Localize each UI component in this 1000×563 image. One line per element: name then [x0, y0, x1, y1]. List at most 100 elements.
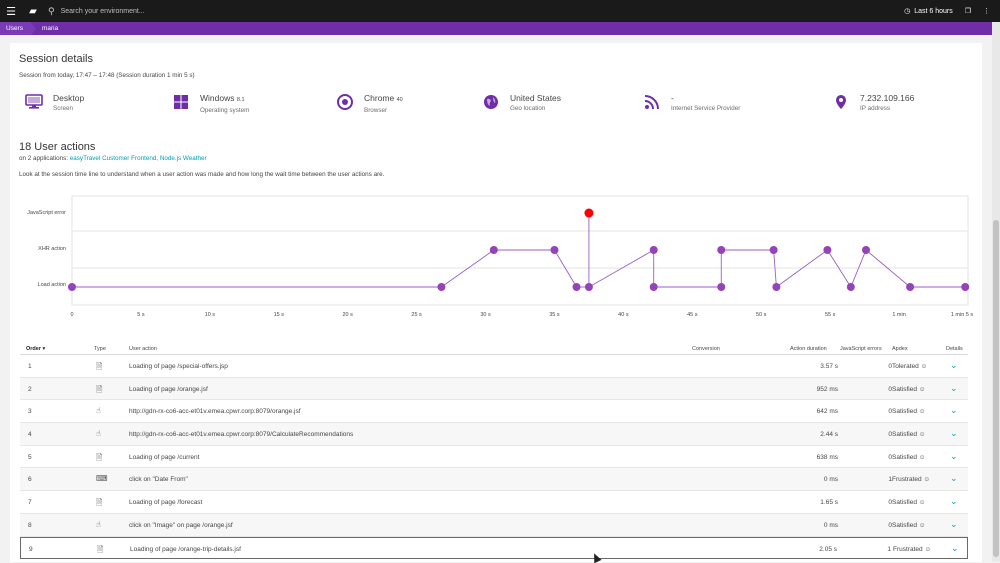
header-action[interactable]: User action	[129, 346, 157, 352]
prop-ip-label: IP address	[860, 105, 890, 112]
table-row[interactable]: 3 ☝ http://gdn-rx-co6-acc-et01v.emea.cpwr.…	[20, 400, 968, 424]
x-tick-label: 30 s	[480, 312, 491, 318]
chevron-down-icon[interactable]: ⌄	[950, 518, 958, 529]
timeline-connector	[441, 249, 495, 288]
search-input[interactable]: Search your environment...	[60, 7, 145, 15]
cell-order: 4	[28, 431, 32, 439]
page-scrollbar[interactable]	[992, 22, 1000, 562]
applications-line: on 2 applications: easyTravel Customer F…	[19, 155, 207, 162]
table-row[interactable]: 4 ☝ http://gdn-rx-co6-acc-et01v.emea.cpwr.…	[20, 423, 968, 446]
prop-ip: 7.232.109.166 IP address	[831, 93, 914, 113]
chevron-down-icon[interactable]: ⌄	[950, 496, 958, 507]
cell-errors: 0	[888, 499, 892, 507]
table-row[interactable]: 6 ⌨ click on "Date From" 0 ms 1 Frustrated ☺ ⌄	[20, 468, 968, 492]
applications-link[interactable]: easyTravel Customer Frontend, Node.js We…	[69, 155, 207, 162]
cell-order: 8	[28, 521, 32, 529]
x-tick-label: 10 s	[205, 312, 216, 318]
cell-action: Loading of page /forecast	[129, 499, 203, 507]
session-properties: Desktop Screen Windows 8.1 Operating sys…	[19, 93, 969, 123]
cell-action: Loading of page /special-offers.jsp	[129, 363, 228, 370]
timeline-action-point	[961, 283, 970, 291]
xhr-icon: ☝	[96, 406, 101, 416]
header-duration[interactable]: Action duration	[790, 346, 827, 352]
page-title: Session details	[19, 53, 93, 65]
cell-order: 5	[28, 453, 32, 461]
cell-order: 3	[28, 408, 32, 416]
plot-frame	[71, 195, 969, 306]
cell-order: 1	[28, 363, 32, 370]
cell-apdex: Frustrated ☺	[892, 476, 931, 484]
prop-ip-value: 7.232.109.166	[860, 93, 915, 103]
x-tick-label: 1 min	[892, 312, 905, 318]
breadcrumb-users[interactable]: Users	[0, 22, 31, 35]
header-order[interactable]: Order ▾	[26, 346, 46, 352]
breadcrumb-user[interactable]: maria	[41, 25, 59, 32]
windows-switch-icon[interactable]: ❐	[964, 8, 971, 15]
breadcrumb-separator	[30, 22, 36, 35]
prop-browser-value: Chrome	[364, 93, 395, 103]
session-subtitle: Session from today, 17:47 – 17:48 (Sessi…	[19, 72, 195, 79]
cell-action: http://gdn-rx-co6-acc-et01v.emea.cpwr.co…	[129, 431, 354, 439]
cell-apdex: Satisfied ☺	[892, 385, 926, 393]
x-tick-label: 55 s	[825, 312, 836, 318]
lane-label-js-error: JavaScript error	[27, 210, 66, 216]
user-actions-title: 18 User actions	[19, 141, 96, 153]
table-row[interactable]: 7 🗎 Loading of page /forecast 1.65 s 0 Satisf…	[20, 491, 968, 514]
chevron-down-icon[interactable]: ⌄	[951, 542, 959, 553]
timeframe-label: Last 6 hours	[914, 7, 953, 15]
prop-geo-label: Geo location	[510, 105, 546, 112]
prop-screen-label: Screen	[53, 105, 73, 112]
cell-action: Loading of page /orange-trip-details.jsf	[130, 545, 241, 553]
cell-duration: 2.05 s	[819, 545, 837, 553]
header-type[interactable]: Type	[94, 346, 106, 352]
header-conversion[interactable]: Conversion	[692, 346, 720, 352]
table-row[interactable]: 5 🗎 Loading of page /current 638 ms 0 Satisfi…	[20, 446, 968, 469]
search-box[interactable]: ⚲ Search your environment...	[48, 6, 145, 17]
table-row[interactable]: 8 ☝ click on "Image" on page /orange.jsf 0 …	[20, 513, 968, 537]
table-row[interactable]: 2 🗎 Loading of page /orange.jsf 952 ms 0 Sati…	[20, 377, 968, 401]
breadcrumb: Users maria	[0, 22, 992, 35]
x-tick-label: 15 s	[274, 312, 285, 318]
cell-action: http://gdn-rx-co6-acc-et01v.emea.cpwr.co…	[129, 408, 301, 416]
lane-label-xhr: XHR action	[38, 246, 66, 252]
user-menu-icon[interactable]: ⋮	[983, 8, 990, 15]
cell-duration: 0 ms	[823, 476, 838, 484]
timeframe-selector[interactable]: ◷ Last 6 hours	[904, 7, 953, 16]
timeline-connector	[850, 249, 867, 288]
x-tick-label: 40 s	[618, 312, 629, 318]
x-tick-label: 0	[70, 312, 73, 318]
chat-icon[interactable]: ▰	[29, 5, 37, 17]
prop-browser-version: 40	[396, 97, 403, 103]
cell-apdex: Satisfied ☺	[892, 408, 926, 416]
timeline-action-point	[769, 246, 778, 254]
cell-errors: 0	[888, 385, 892, 393]
hamburger-menu-icon[interactable]: ☰	[6, 5, 16, 18]
page-icon: 🗎	[97, 544, 104, 554]
prop-geo-value: United States	[510, 93, 562, 103]
top-bar: ☰ ▰ ⚲ Search your environment... ◷ Last …	[0, 0, 1000, 22]
chevron-down-icon[interactable]: ⌄	[950, 405, 958, 416]
timeline-action-point	[846, 283, 855, 291]
cell-duration: 952 ms	[816, 385, 838, 393]
timeline-action-point	[861, 246, 870, 254]
scrollbar-thumb[interactable]	[993, 220, 999, 557]
search-icon: ⚲	[48, 5, 55, 16]
timeline-error-point	[584, 208, 594, 218]
cell-action: Loading of page /current	[129, 453, 200, 461]
chevron-down-icon[interactable]: ⌄	[950, 473, 958, 484]
header-errors[interactable]: JavaScript errors	[840, 346, 882, 352]
header-apdex[interactable]: Apdex	[892, 346, 908, 352]
timeline-action-point	[717, 283, 726, 291]
table-row[interactable]: 1 🗎 Loading of page /special-offers.jsp 3.5…	[20, 355, 968, 378]
chevron-down-icon[interactable]: ⌄	[950, 360, 958, 370]
timeline-action-point	[649, 283, 658, 291]
desktop-icon	[24, 93, 44, 111]
chevron-down-icon[interactable]: ⌄	[950, 450, 958, 461]
header-details: Details	[946, 346, 963, 352]
chevron-down-icon[interactable]: ⌄	[950, 428, 958, 439]
timeline-connector	[554, 249, 577, 288]
cell-action: Loading of page /orange.jsf	[129, 385, 208, 393]
chevron-down-icon[interactable]: ⌄	[950, 382, 958, 393]
table-row[interactable]: 9 🗎 Loading of page /orange-trip-details.j…	[20, 536, 968, 560]
click-icon: ⌨	[96, 474, 108, 484]
